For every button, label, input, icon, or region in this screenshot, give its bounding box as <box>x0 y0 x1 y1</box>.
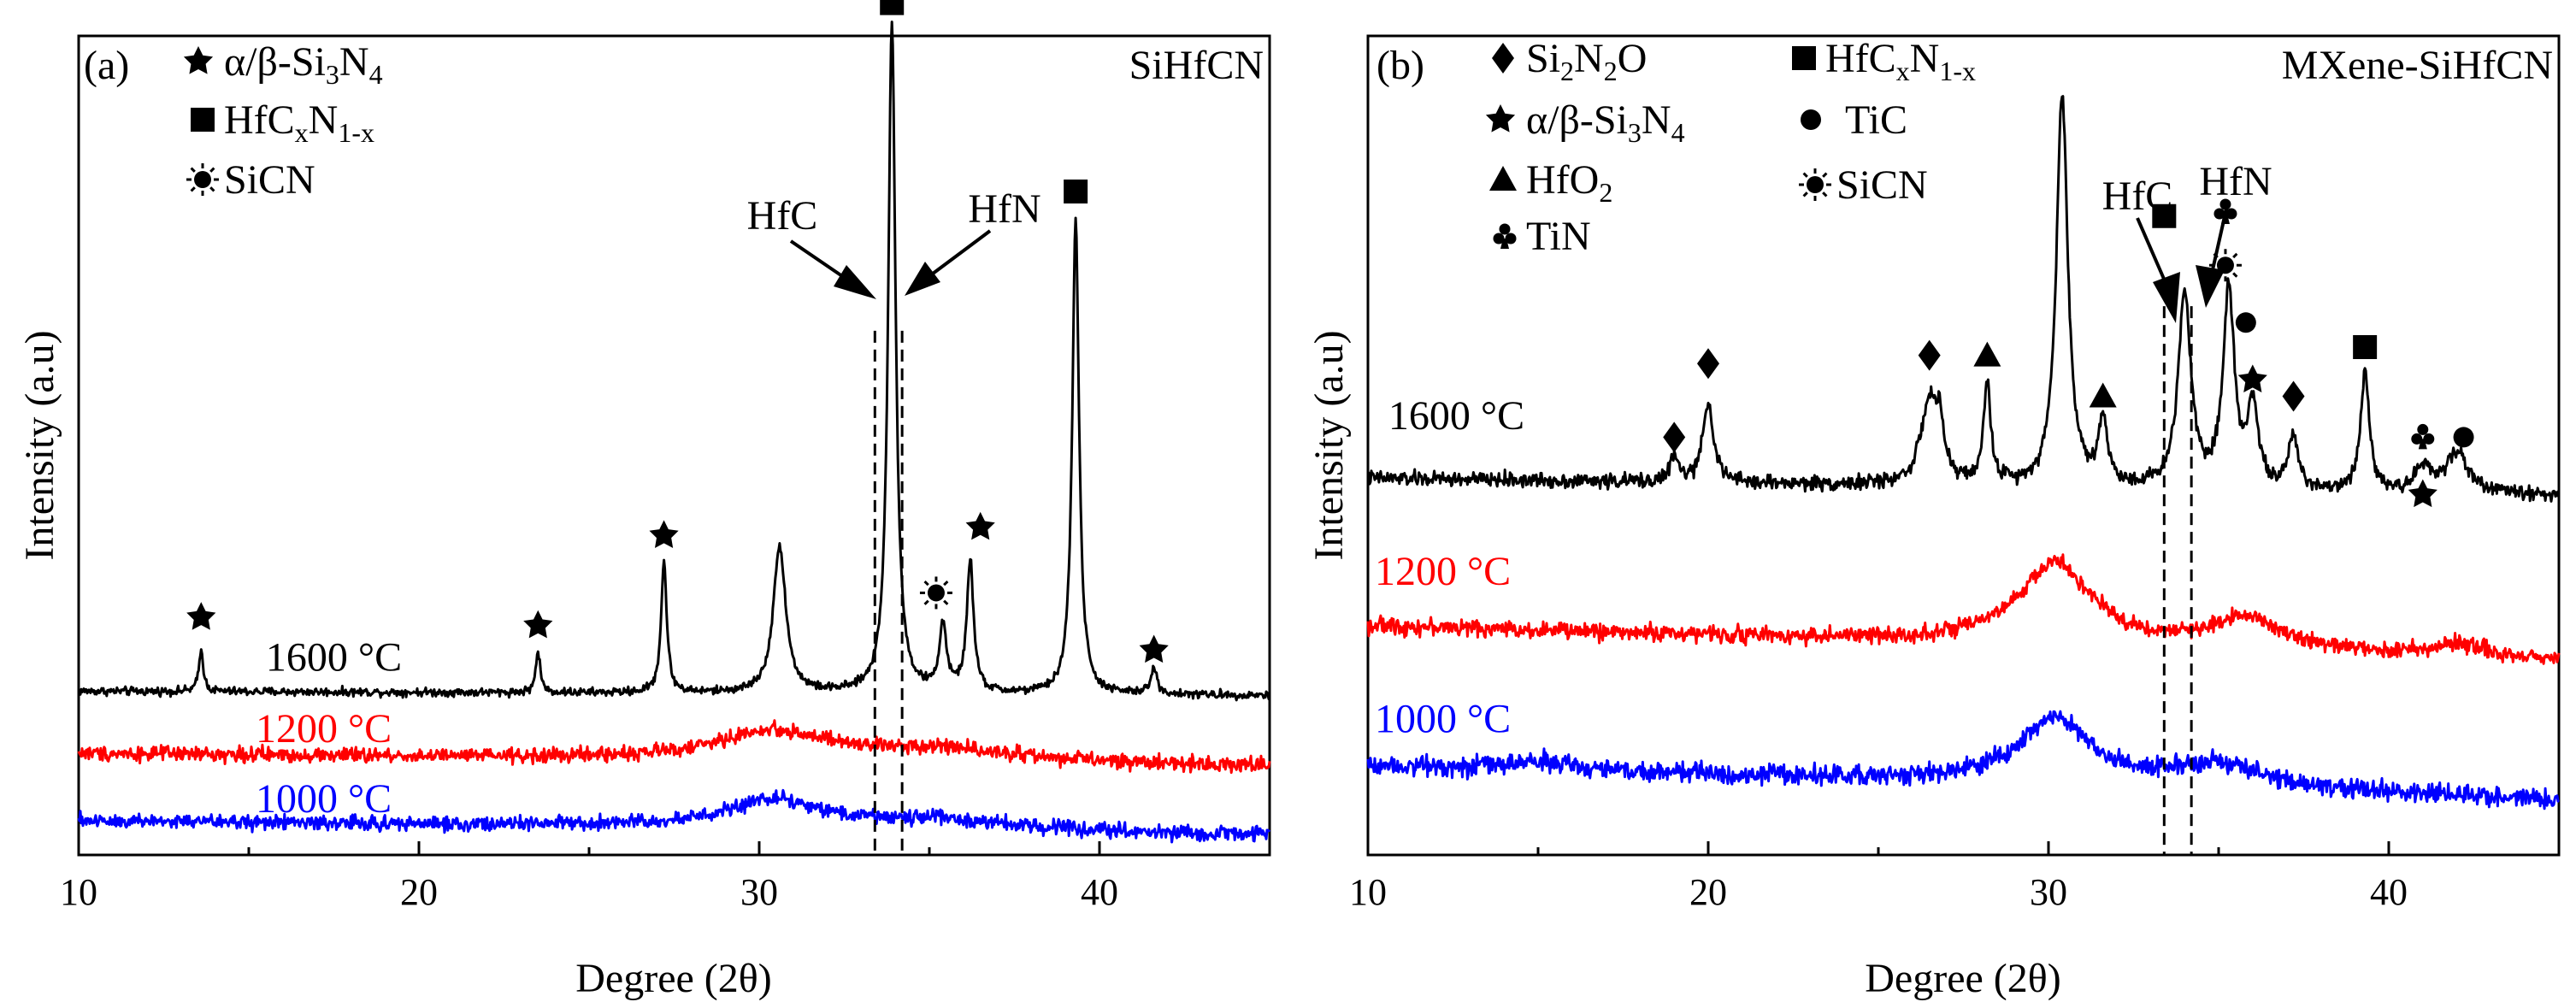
star-peak-marker <box>1139 634 1169 663</box>
legend: Si2N2O α/β-Si3N4 HfO2 TiN HfCxN1-x TiC S… <box>1485 36 1976 259</box>
legend-entry-hfcxn1-x: HfCxN1-x <box>1825 36 1976 86</box>
diamond-icon <box>1492 43 1514 74</box>
triangle-icon <box>1489 166 1517 191</box>
x-axis-ticks: 10 20 30 40 <box>60 841 1271 913</box>
legend-entry-tic: TiC <box>1845 97 1907 143</box>
diamond-peak-marker <box>1918 339 1941 371</box>
hfn-arrow-head <box>905 262 940 296</box>
x-tick-label: 10 <box>60 871 97 913</box>
series-label-1200c: 1200 °C <box>1375 549 1511 594</box>
star-peak-marker <box>2237 364 2267 392</box>
club-peak-marker <box>2411 423 2435 450</box>
panel-a: 10 20 30 40 (a) SiHfCN α/β-Si3N4 HfCxN1-x S… <box>17 0 1271 1001</box>
triangle-peak-marker <box>2089 382 2117 408</box>
square-peak-marker <box>880 0 905 15</box>
diamond-peak-marker <box>1663 421 1686 453</box>
circle-icon <box>1801 109 1821 130</box>
legend-entry-sicn: SiCN <box>1836 162 1928 208</box>
legend-entry-si2n2o: Si2N2O <box>1526 36 1647 86</box>
square-peak-marker <box>1064 180 1088 204</box>
traces <box>77 21 1271 844</box>
legend-entry-hfo2: HfO2 <box>1526 157 1612 208</box>
traces <box>1366 95 2561 810</box>
diamond-peak-marker <box>1697 348 1719 380</box>
panel-title: SiHfCN <box>1129 43 1264 88</box>
triangle-peak-marker <box>1973 341 2001 367</box>
plot-frame <box>1366 34 2561 857</box>
panel-tag: (a) <box>84 43 129 88</box>
x-tick-label: 30 <box>740 871 778 913</box>
star-icon <box>183 46 214 74</box>
legend: α/β-Si3N4 HfCxN1-x SiCN <box>183 39 383 203</box>
hfn-arrow-shaft <box>2210 204 2229 274</box>
series-label-1600c: 1600 °C <box>266 634 402 680</box>
hfc-label: HfC <box>747 193 818 239</box>
y-axis-title: Intensity (a.u) <box>17 330 62 560</box>
hfn-annotation: HfN <box>905 186 1041 296</box>
panel-title: MXene-SiHfCN <box>2282 43 2553 88</box>
square-icon <box>191 108 215 132</box>
peak-markers <box>186 0 1169 663</box>
y-axis-title: Intensity (a.u) <box>1306 330 1352 560</box>
trace-1600c <box>77 21 1271 702</box>
sun-peak-marker <box>919 576 952 610</box>
series-label-1200c: 1200 °C <box>256 706 392 752</box>
phase-reference-lines <box>2162 306 2193 855</box>
star-peak-marker <box>649 520 679 548</box>
x-tick-label: 20 <box>400 871 438 913</box>
x-axis-ticks: 10 20 30 40 <box>1349 841 2561 913</box>
hfc-label: HfC <box>2102 174 2173 219</box>
legend-entry-hfcxn1-x: HfCxN1-x <box>224 97 374 148</box>
x-tick-label: 30 <box>2030 871 2067 913</box>
phase-reference-lines <box>873 330 904 855</box>
sun-icon <box>186 163 219 196</box>
star-peak-marker <box>965 511 995 540</box>
series-label-1600c: 1600 °C <box>1388 393 1524 439</box>
legend-entry-tin: TiN <box>1526 214 1591 259</box>
trace-1000c <box>1366 710 2561 810</box>
x-tick-label: 20 <box>1689 871 1727 913</box>
circle-peak-marker <box>2235 312 2256 333</box>
hfn-annotation: HfN <box>2196 159 2272 308</box>
x-axis-title: Degree (2θ) <box>575 956 772 1001</box>
peak-markers <box>1663 198 2474 508</box>
hfc-arrow-head <box>834 265 876 299</box>
square-peak-marker <box>2152 203 2177 228</box>
x-tick-label: 40 <box>1081 871 1118 913</box>
trace-1200c <box>77 719 1271 775</box>
hfc-arrow-head <box>2153 272 2180 323</box>
hfc-annotation: HfC <box>747 193 876 299</box>
hfn-label: HfN <box>2199 159 2272 204</box>
trace-1600c <box>1366 95 2561 503</box>
x-axis-title: Degree (2θ) <box>1865 956 2061 1001</box>
legend-entry-sicn: SiCN <box>224 157 315 203</box>
trace-1000c <box>77 788 1271 844</box>
series-label-1000c: 1000 °C <box>256 776 392 822</box>
legend-entry-si3n4: α/β-Si3N4 <box>1526 97 1685 148</box>
legend-entry-si3n4: α/β-Si3N4 <box>224 39 383 90</box>
circle-peak-marker <box>2453 427 2474 448</box>
hfc-annotation: HfC <box>2102 174 2180 323</box>
square-icon <box>1792 46 1816 70</box>
panel-tag: (b) <box>1376 43 1424 88</box>
sun-icon <box>1799 168 1831 201</box>
panel-b: 10 20 30 40 (b) MXene-SiHfCN Si2N2O α/β-Si3… <box>1306 34 2561 1001</box>
star-peak-marker <box>523 610 553 639</box>
star-peak-marker <box>2408 479 2437 508</box>
series-label-1000c: 1000 °C <box>1375 696 1511 741</box>
x-tick-label: 10 <box>1349 871 1387 913</box>
star-peak-marker <box>186 602 216 630</box>
star-icon <box>1485 104 1516 133</box>
hfn-label: HfN <box>968 186 1040 232</box>
hfn-arrow-head <box>2196 265 2225 308</box>
plot-frame <box>77 34 1271 857</box>
trace-1200c <box>1366 553 2561 665</box>
square-peak-marker <box>2353 335 2378 360</box>
x-tick-label: 40 <box>2370 871 2408 913</box>
club-icon <box>1493 223 1517 249</box>
diamond-peak-marker <box>2282 380 2305 412</box>
